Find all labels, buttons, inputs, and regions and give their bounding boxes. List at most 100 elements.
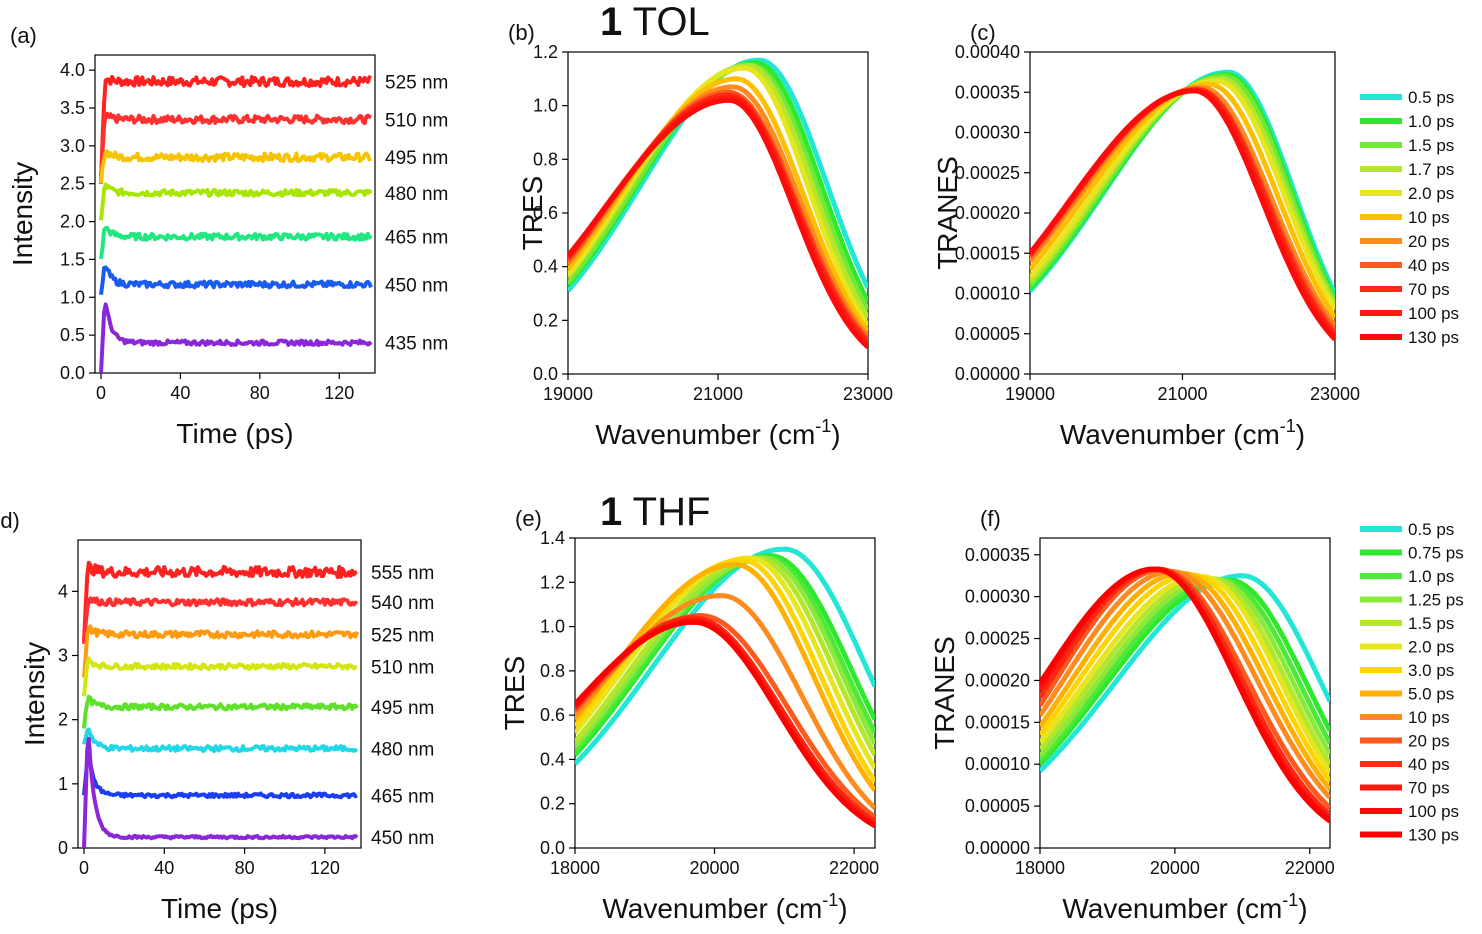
x-axis-label-main: Wavenumber (cm [602,893,822,924]
legend-label: 2.0 ps [1408,184,1454,203]
series-line [99,302,373,373]
y-tick-label: 0.00005 [965,796,1030,816]
x-axis-label-end: ) [1296,419,1305,450]
series-line [99,182,373,221]
series-line [1040,573,1330,773]
series-line [575,555,875,748]
legend-label: 0.5 ps [1408,520,1454,539]
y-tick-label: 0.0 [540,838,565,858]
y-tick-label: 0 [58,838,68,858]
legend-label: 0.5 ps [1408,88,1454,107]
plot-frame [94,54,376,374]
panel-c: (c) 19000 21000 23000 0.00000 0.00005 0.00010 0… [932,20,1459,450]
x-axis-label-main: Time (ps) [176,418,293,449]
y-tick-label: 0.8 [533,149,558,169]
y-tick-label: 1.0 [60,287,85,307]
y-tick-label: 0.00035 [965,545,1030,565]
series-label: 525 nm [371,625,434,646]
legend-label: 130 ps [1408,826,1459,845]
y-axis-label: TRANES [929,636,960,750]
series-label: 510 nm [385,110,448,131]
series-group [1030,69,1335,342]
legend-label: 1.5 ps [1408,136,1454,155]
series-line [1040,577,1330,762]
x-tick-label: 18000 [550,858,600,878]
x-axis-label-sup: -1 [822,890,838,910]
legend-label: 130 ps [1408,328,1459,347]
y-tick-label: 0.0 [533,364,558,384]
y-tick-label: 0.6 [540,705,565,725]
plot-frame [574,537,876,849]
y-tick-label: 0.00005 [955,324,1020,344]
x-tick-label: 120 [310,858,340,878]
series-label: 480 nm [371,740,434,761]
series-label: 525 nm [385,73,448,94]
series-label: 435 nm [385,334,448,355]
y-tick-label: 1.2 [540,572,565,592]
y-tick-label: 0.5 [60,325,85,345]
panel-label: (b) [508,20,535,45]
panel-label: (f) [980,506,1001,531]
legend-label: 100 ps [1408,802,1459,821]
y-tick-label: 0.00020 [965,670,1030,690]
x-tick-label: 21000 [693,384,743,404]
series-line [1040,577,1330,766]
y-tick-label: 0.2 [540,794,565,814]
x-tick-label: 120 [324,383,354,403]
y-axis-label: TRANES [932,156,963,270]
series-line [575,619,875,829]
heading-tol: 1 TOL [600,0,710,44]
series-line [82,736,359,848]
y-axis-label: TRES [499,656,530,731]
x-tick-label: 40 [170,383,190,403]
y-tick-label: 0.00000 [955,364,1020,384]
legend-label: 3.0 ps [1408,661,1454,680]
series-line [568,97,868,349]
legend-label: 1.25 ps [1408,591,1464,610]
x-tick-label: 22000 [1285,858,1335,878]
legend-label: 10 ps [1408,208,1450,227]
x-axis-label: Wavenumber (cm-1) [602,890,847,924]
series-line [82,560,358,642]
series-line [1040,576,1330,758]
heading-tol-text: TOL [622,0,709,44]
x-tick-label: 20000 [690,858,740,878]
y-tick-label: 0.00010 [965,754,1030,774]
series-line [82,727,359,754]
heading-thf-bold: 1 [600,490,622,534]
series-label: 495 nm [385,148,448,169]
panel-a: (a) 0 40 80 120 0.0 0.5 1.0 1.5 2.0 2.5 3.0 3.5 4.0 Ti… [7,23,448,449]
x-tick-label: 21000 [1157,384,1207,404]
legend-label: 1.5 ps [1408,614,1454,633]
series-line [575,619,875,829]
series-line [82,756,358,800]
panel-label: (a) [10,23,37,48]
x-tick-label: 80 [250,383,270,403]
y-tick-label: 1 [58,774,68,794]
y-tick-label: 4 [58,581,68,601]
legend-label: 20 ps [1408,732,1450,751]
legend-label: 40 ps [1408,256,1450,275]
series-label: 450 nm [385,275,448,296]
x-tick-label: 40 [154,858,174,878]
y-tick-label: 2.0 [60,212,85,232]
x-tick-label: 19000 [1005,384,1055,404]
legend-label: 1.7 ps [1408,160,1454,179]
series-line [575,546,875,766]
x-axis-label-main: Time (ps) [161,893,278,924]
legend-label: 1.0 ps [1408,112,1454,131]
legend-label: 40 ps [1408,755,1450,774]
x-tick-label: 20000 [1150,858,1200,878]
x-axis-label: Wavenumber (cm-1) [1060,416,1305,450]
series-line [82,656,358,697]
x-axis-label-end: ) [1298,893,1307,924]
series-line [99,265,373,296]
panel-f: (f) 18000 20000 22000 0.00000 0.00005 0.00010 0… [929,506,1464,924]
series-group [99,74,373,373]
x-axis-label-end: ) [831,419,840,450]
panel-label: (e) [515,506,542,531]
panel-b: (b) 19000 21000 23000 0.0 0.2 0.4 0.6 0.8 1.0 1.2 W… [508,20,893,450]
x-axis-label-end: ) [838,893,847,924]
y-tick-label: 3 [58,646,68,666]
